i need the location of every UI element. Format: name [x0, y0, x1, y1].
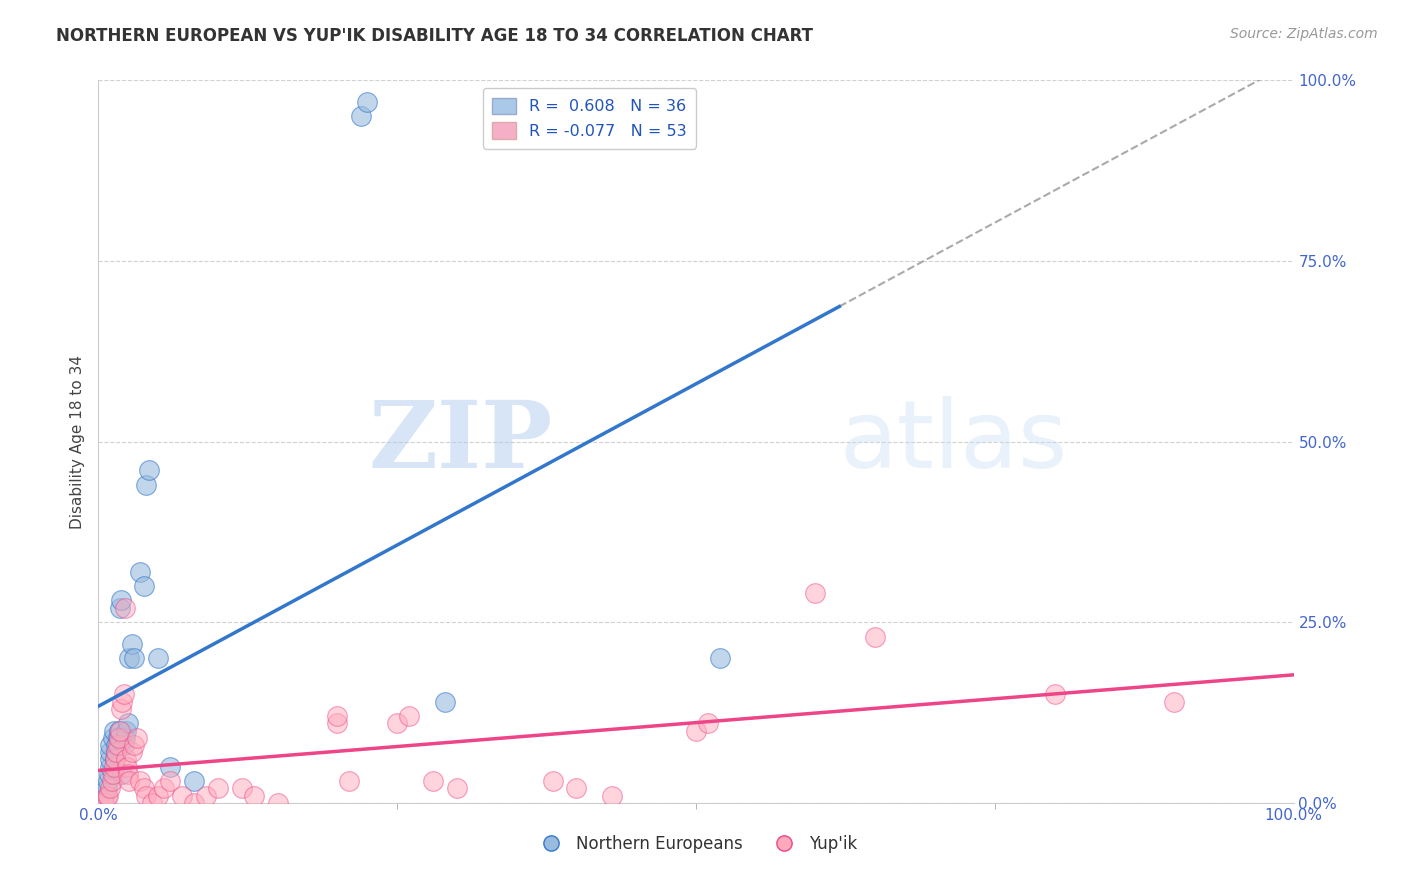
Point: [172, 789, 194, 803]
Point: [129, 774, 152, 789]
Point: [121, 637, 143, 651]
Point: [111, 767, 134, 781]
Point: [183, 774, 205, 789]
Point: [243, 789, 266, 803]
Point: [195, 789, 218, 803]
Point: [111, 695, 134, 709]
Point: [138, 463, 160, 477]
Point: [865, 630, 887, 644]
Point: [339, 774, 361, 789]
Point: [565, 781, 588, 796]
Point: [326, 709, 349, 723]
Point: [117, 767, 139, 781]
Point: [101, 731, 124, 745]
Point: [422, 774, 444, 789]
Point: [107, 738, 129, 752]
Point: [434, 695, 457, 709]
Point: [108, 723, 131, 738]
Point: [118, 651, 141, 665]
Point: [104, 752, 127, 766]
Point: [398, 709, 420, 723]
Point: [98, 767, 121, 781]
Point: [110, 702, 132, 716]
Point: [108, 600, 131, 615]
Point: [97, 774, 120, 789]
Point: [117, 716, 139, 731]
Point: [148, 789, 170, 803]
Point: [93, 796, 115, 810]
Point: [114, 600, 136, 615]
Point: [118, 774, 141, 789]
Point: [350, 110, 373, 124]
Point: [97, 789, 120, 803]
Point: [103, 723, 125, 738]
Point: [110, 593, 132, 607]
Point: [141, 796, 163, 810]
Point: [685, 723, 707, 738]
Point: [446, 781, 468, 796]
Point: [107, 723, 129, 738]
Point: [98, 738, 122, 752]
Text: atlas: atlas: [839, 395, 1067, 488]
Point: [135, 789, 157, 803]
Point: [98, 745, 122, 759]
Point: [183, 796, 205, 810]
Point: [105, 738, 128, 752]
Point: [107, 731, 129, 745]
Point: [326, 716, 349, 731]
Point: [98, 760, 122, 774]
Point: [159, 760, 181, 774]
Point: [132, 781, 155, 796]
Point: [356, 95, 378, 109]
Text: NORTHERN EUROPEAN VS YUP'IK DISABILITY AGE 18 TO 34 CORRELATION CHART: NORTHERN EUROPEAN VS YUP'IK DISABILITY A…: [56, 27, 813, 45]
Point: [132, 579, 155, 593]
Point: [103, 760, 125, 774]
Point: [129, 565, 152, 579]
Point: [115, 760, 138, 774]
Point: [1043, 687, 1066, 701]
Point: [602, 789, 624, 803]
Point: [101, 767, 124, 781]
Point: [107, 731, 129, 745]
Point: [105, 745, 128, 759]
Point: [121, 745, 143, 759]
Point: [112, 738, 135, 752]
Point: [96, 781, 118, 796]
Point: [135, 478, 157, 492]
Point: [124, 651, 146, 665]
Point: [1163, 695, 1185, 709]
Point: [105, 745, 128, 759]
Point: [153, 781, 176, 796]
Point: [112, 687, 135, 701]
Point: [124, 738, 146, 752]
Point: [697, 716, 720, 731]
Point: [148, 651, 170, 665]
Point: [159, 774, 181, 789]
Point: [100, 774, 122, 789]
Point: [96, 789, 118, 803]
Point: [207, 781, 229, 796]
Point: [115, 723, 138, 738]
Point: [98, 781, 122, 796]
Point: [385, 716, 409, 731]
Text: Source: ZipAtlas.com: Source: ZipAtlas.com: [1230, 27, 1378, 41]
Point: [104, 752, 127, 766]
Legend: Northern Europeans, Yup'ik: Northern Europeans, Yup'ik: [527, 828, 865, 860]
Point: [804, 586, 827, 600]
Point: [231, 781, 253, 796]
Point: [267, 796, 290, 810]
Point: [93, 789, 115, 803]
Point: [709, 651, 731, 665]
Point: [98, 752, 122, 766]
Y-axis label: Disability Age 18 to 34: Disability Age 18 to 34: [69, 354, 84, 529]
Point: [114, 731, 136, 745]
Text: ZIP: ZIP: [368, 397, 553, 486]
Point: [115, 752, 138, 766]
Point: [541, 774, 564, 789]
Point: [125, 731, 148, 745]
